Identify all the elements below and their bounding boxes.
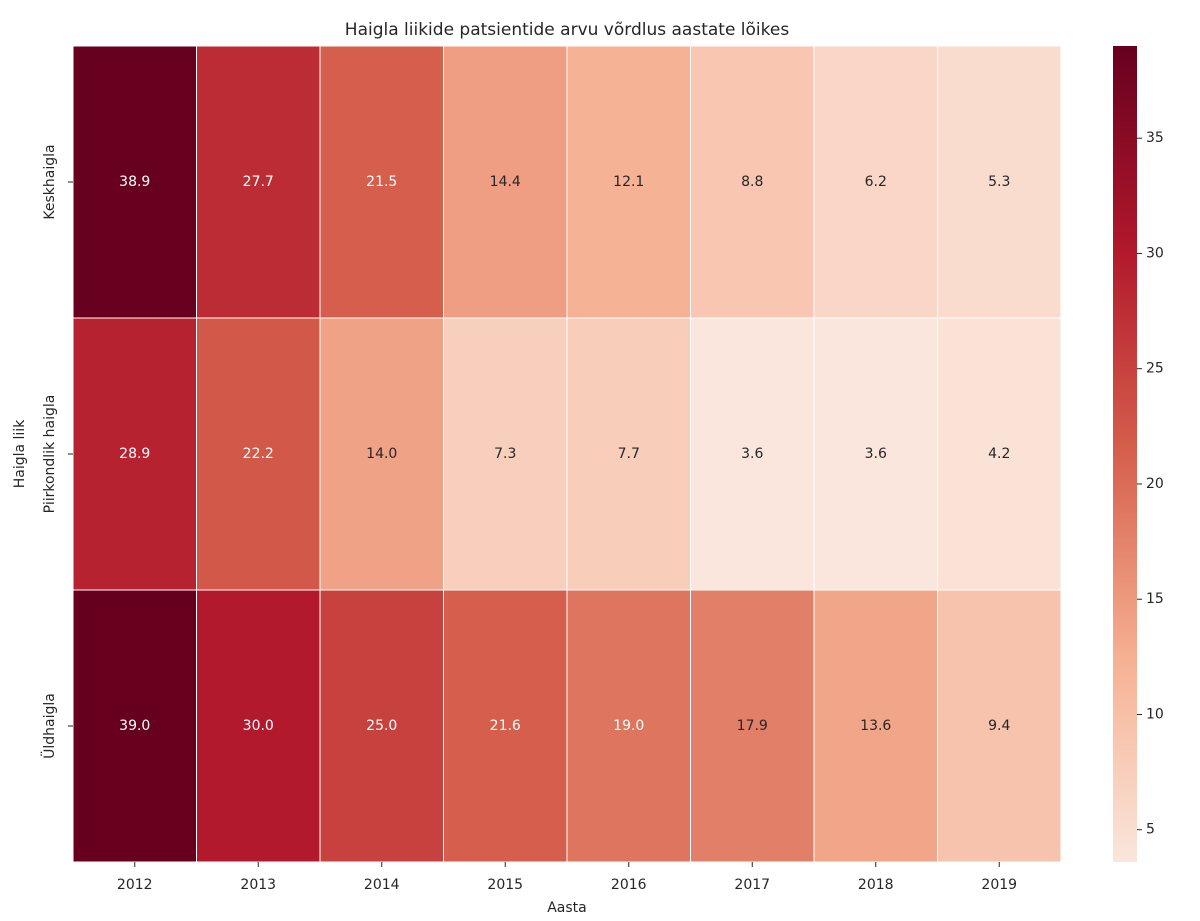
heatmap-cell xyxy=(443,317,568,591)
cell-label: 5.3 xyxy=(988,174,1010,190)
cell-label: 25.0 xyxy=(366,718,397,734)
x-tick-label: 2016 xyxy=(611,877,647,893)
colorbar-tick-label: 25 xyxy=(1146,361,1164,377)
heatmap-cell xyxy=(690,317,815,591)
cell-label: 12.1 xyxy=(613,174,644,190)
colorbar xyxy=(1113,46,1137,862)
heatmap-cell xyxy=(443,589,568,863)
heatmap-cell xyxy=(72,45,197,319)
cell-label: 17.9 xyxy=(737,718,768,734)
heatmap-cell xyxy=(196,45,321,319)
colorbar-tick-label: 35 xyxy=(1146,130,1164,146)
colorbar-tick-label: 10 xyxy=(1146,706,1164,722)
colorbar-tick-label: 5 xyxy=(1146,822,1155,838)
heatmap-cell xyxy=(566,45,691,319)
cell-label: 19.0 xyxy=(613,718,644,734)
heatmap-cell xyxy=(196,317,321,591)
colorbar-tick-label: 15 xyxy=(1146,591,1164,607)
cell-label: 3.6 xyxy=(741,446,763,462)
cell-label: 14.0 xyxy=(366,446,397,462)
heatmap-cell xyxy=(319,589,444,863)
x-axis-label: Aasta xyxy=(547,900,587,916)
heatmap-cell xyxy=(566,317,691,591)
heatmap-cell xyxy=(196,589,321,863)
y-axis-label: Haigla liik xyxy=(12,419,28,488)
colorbar-tick-label: 20 xyxy=(1146,476,1164,492)
x-tick-label: 2018 xyxy=(858,877,894,893)
y-tick-label: Piirkondlik haigla xyxy=(42,395,58,514)
cell-label: 30.0 xyxy=(243,718,274,734)
cell-label: 28.9 xyxy=(119,446,150,462)
cell-label: 8.8 xyxy=(741,174,763,190)
y-tick-label: Üldhaigla xyxy=(40,693,58,759)
heatmap-cell xyxy=(937,589,1062,863)
cell-label: 38.9 xyxy=(119,174,150,190)
heatmap-cell xyxy=(690,589,815,863)
y-tick-label: Keskhaigla xyxy=(42,144,58,219)
heatmap-cell xyxy=(813,317,938,591)
heatmap-cell xyxy=(690,45,815,319)
cell-label: 3.6 xyxy=(865,446,887,462)
cell-label: 27.7 xyxy=(243,174,274,190)
heatmap-cell xyxy=(566,589,691,863)
x-tick-label: 2019 xyxy=(981,877,1017,893)
cell-label: 13.6 xyxy=(860,718,891,734)
x-tick-label: 2015 xyxy=(487,877,523,893)
cell-label: 9.4 xyxy=(988,718,1010,734)
x-tick-label: 2013 xyxy=(240,877,276,893)
heatmap-cell xyxy=(72,589,197,863)
cell-label: 39.0 xyxy=(119,718,150,734)
cell-label: 14.4 xyxy=(490,174,521,190)
heatmap-cell xyxy=(937,317,1062,591)
chart-title: Haigla liikide patsientide arvu võrdlus … xyxy=(345,20,790,40)
colorbar-tick-label: 30 xyxy=(1146,245,1164,261)
x-tick-label: 2012 xyxy=(117,877,153,893)
x-tick-label: 2014 xyxy=(364,877,400,893)
cell-label: 21.5 xyxy=(366,174,397,190)
heatmap-cell xyxy=(813,589,938,863)
cell-label: 4.2 xyxy=(988,446,1010,462)
heatmap-cell xyxy=(813,45,938,319)
heatmap-cell xyxy=(937,45,1062,319)
heatmap-cell xyxy=(319,45,444,319)
cell-label: 21.6 xyxy=(490,718,521,734)
cell-label: 7.7 xyxy=(618,446,640,462)
heatmap-cell xyxy=(443,45,568,319)
cell-label: 22.2 xyxy=(243,446,274,462)
cell-label: 7.3 xyxy=(494,446,516,462)
cell-label: 6.2 xyxy=(865,174,887,190)
x-tick-label: 2017 xyxy=(734,877,770,893)
